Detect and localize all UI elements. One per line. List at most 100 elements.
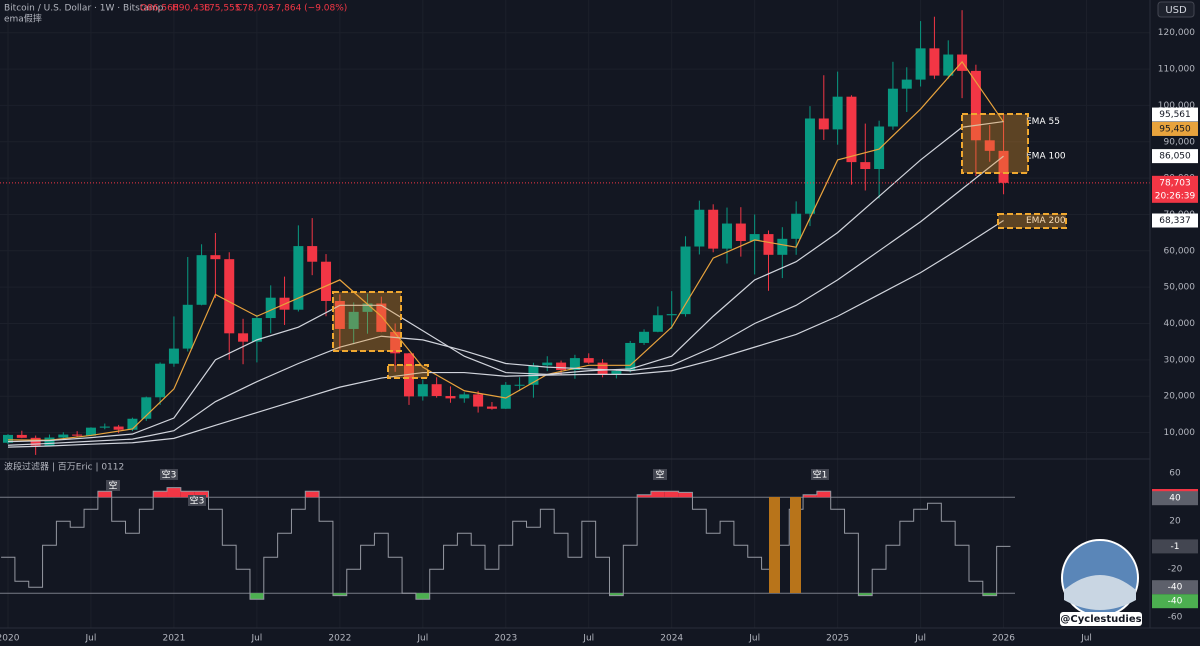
candle-body [85,427,96,436]
signal-bar [305,491,320,498]
last-price: 78,703 [1159,178,1191,188]
y-tick-label: 10,000 [1164,428,1196,438]
signal-bar [609,593,624,596]
candle-body [99,426,110,428]
candle-body [915,48,926,80]
candle-body [72,434,83,436]
marker-value-bg [1152,594,1198,609]
highlight-box [997,213,1067,229]
last-value-bg [1152,107,1198,122]
y-tick-label: 20 [1169,517,1181,527]
signal: 空 [655,469,664,481]
candle-body [251,318,262,342]
watermark-label-bg [1060,612,1142,626]
candle-body [459,394,470,399]
y-tick-label: 120,000 [1158,28,1195,38]
x-tick-label: Jul [748,634,760,644]
candle-body [556,362,567,371]
signal-bar [678,492,693,498]
countdown-bg [1152,188,1198,203]
last-value: 86,050 [1159,152,1191,162]
x-tick-label: 2025 [826,634,849,644]
candle-body [708,209,719,249]
candle-body [141,397,152,419]
x-tick-label: 2024 [660,634,683,644]
ema-line [7,220,1004,448]
highlight-box [387,364,429,379]
signal: 空 [108,480,117,492]
oscillator-title: 波段过滤器 | 百万Eric | 0112 [4,461,124,473]
candle-body [763,234,774,255]
signal-bar [167,487,181,498]
y-tick-label: 30,000 [1164,355,1196,365]
currency-button[interactable] [1157,1,1195,18]
candle-body [293,246,304,310]
candle-body [818,118,829,130]
x-tick-label: Jul [582,634,594,644]
ohlc-change: −7,864 (−9.08%) [268,4,347,14]
highlight-bar [790,497,801,593]
candle-body [16,434,27,438]
plot-layer: 2020 Jul 2021 Jul 2022 Jul 2023 Jul 2024 Jul 2025 J… [0,10,1198,644]
level-value: -40 [1168,583,1183,593]
candle-body [224,259,235,334]
candle-body [321,261,332,301]
ohlc-close: C78,703 [236,4,274,14]
signal-box [106,480,120,491]
signal-bar [97,491,112,498]
last-value-bg [1152,121,1198,136]
candle-body [265,297,276,319]
candle-body [514,384,525,386]
ema-label: EMA 100 [1026,152,1066,162]
candle-body [749,234,760,241]
last-value: 95,561 [1159,110,1191,120]
candle-body [652,315,663,332]
last-value: -1 [1171,542,1180,552]
last-price-bg [1152,175,1198,190]
candle-body [500,384,511,409]
candle-body [362,303,373,312]
y-tick-label: 40,000 [1164,319,1196,329]
candle-body [390,331,401,354]
currency[interactable]: USD [1165,5,1187,16]
y-tick-label: 100,000 [1158,101,1195,111]
y-tick-label: -60 [1168,613,1183,623]
last-value-bg [1152,213,1198,228]
signal-bar [803,494,817,498]
candle-body [998,150,1009,183]
x-tick-label: Jul [914,634,926,644]
candle-body [417,384,428,397]
candle-body [943,54,954,76]
indicator-name: ema假摔 [4,13,42,25]
highlight-box [332,291,402,352]
candle-body [238,333,249,342]
y-tick-label: -20 [1168,565,1183,575]
signal: 空3 [190,495,205,507]
y-tick-label: 60 [1169,469,1181,479]
symbol: Bitcoin / U.S. Dollar · 1W · Bitstamp [4,4,164,14]
ema-line [7,155,1004,446]
candle-body [155,363,166,398]
x-tick-label: Jul [85,634,97,644]
signal-box [160,469,178,480]
candle-body [168,348,179,364]
signal-box [653,469,667,480]
y-tick-label: 90,000 [1164,137,1196,147]
candle-body [196,255,207,305]
candle-body [611,370,622,375]
candle-body [680,246,691,315]
ema-line [7,120,1004,443]
candle-body [30,437,41,446]
ema-label: EMA 200 [1026,216,1066,226]
candle-body [376,303,387,332]
signal-bar [194,491,209,498]
candle-body [334,300,345,329]
candle-body [860,162,871,170]
signal-bar [332,593,347,596]
candle-body [486,406,497,409]
candle-body [984,140,995,151]
candle-body [735,223,746,241]
last-value-bg [1152,539,1198,554]
candle-body [901,79,912,89]
candle-body [666,314,677,316]
